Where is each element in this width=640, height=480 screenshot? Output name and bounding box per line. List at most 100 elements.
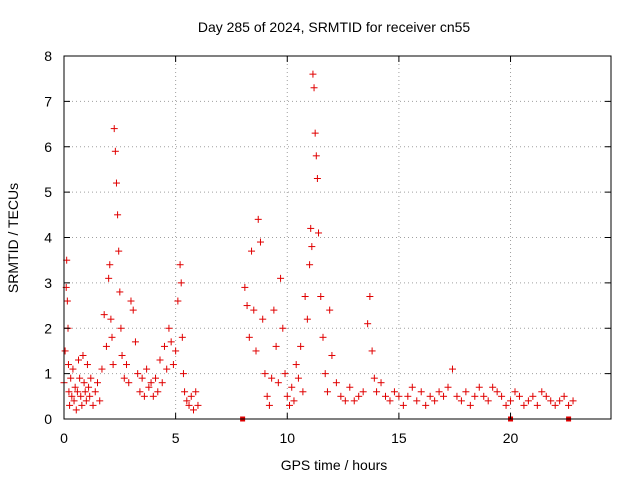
data-point bbox=[149, 392, 157, 400]
data-point bbox=[96, 397, 104, 405]
data-point bbox=[172, 347, 180, 355]
data-point bbox=[292, 361, 300, 369]
data-point bbox=[114, 211, 122, 219]
data-point bbox=[98, 365, 106, 373]
data-point bbox=[72, 406, 80, 414]
data-point bbox=[138, 374, 146, 382]
data-point bbox=[569, 397, 577, 405]
data-point bbox=[328, 351, 336, 359]
data-point bbox=[66, 401, 74, 409]
data-point bbox=[382, 392, 390, 400]
data-point bbox=[319, 333, 327, 341]
y-axis-title: SRMTID / TECUs bbox=[5, 183, 21, 293]
data-point bbox=[89, 401, 97, 409]
data-point bbox=[152, 374, 160, 382]
data-point bbox=[256, 238, 264, 246]
data-point bbox=[75, 356, 83, 364]
data-point bbox=[245, 333, 253, 341]
data-point bbox=[81, 388, 89, 396]
data-point bbox=[337, 392, 345, 400]
data-point bbox=[311, 129, 319, 137]
data-point bbox=[179, 370, 187, 378]
data-point bbox=[82, 397, 90, 405]
data-point bbox=[65, 388, 73, 396]
data-point bbox=[109, 361, 117, 369]
data-point bbox=[279, 324, 287, 332]
data-point bbox=[457, 397, 465, 405]
data-point bbox=[93, 379, 101, 387]
data-point bbox=[63, 297, 71, 305]
y-tick-label: 7 bbox=[44, 93, 52, 109]
data-point bbox=[115, 247, 123, 255]
data-point bbox=[288, 383, 296, 391]
data-point bbox=[80, 379, 88, 387]
x-tick-labels: 0 5 10 15 20 bbox=[60, 430, 518, 446]
data-point bbox=[547, 397, 555, 405]
data-point bbox=[87, 374, 95, 382]
data-point bbox=[321, 370, 329, 378]
chart-title: Day 285 of 2024, SRMTID for receiver cn5… bbox=[198, 19, 471, 35]
data-point bbox=[283, 392, 291, 400]
x-tick-label: 0 bbox=[60, 430, 68, 446]
data-point bbox=[136, 388, 144, 396]
data-point bbox=[79, 351, 87, 359]
data-point bbox=[395, 392, 403, 400]
data-point bbox=[102, 342, 110, 350]
data-point bbox=[67, 374, 75, 382]
data-point bbox=[140, 392, 148, 400]
data-point bbox=[309, 70, 317, 78]
x-tick-label: 15 bbox=[391, 430, 407, 446]
data-point bbox=[538, 388, 546, 396]
data-point bbox=[165, 324, 173, 332]
data-point bbox=[131, 338, 139, 346]
data-point bbox=[177, 279, 185, 287]
data-point bbox=[355, 392, 363, 400]
data-point bbox=[507, 397, 515, 405]
data-point bbox=[107, 315, 115, 323]
data-point bbox=[323, 388, 331, 396]
data-point bbox=[493, 388, 501, 396]
data-point bbox=[370, 374, 378, 382]
data-point bbox=[71, 383, 79, 391]
data-point bbox=[76, 374, 84, 382]
data-point bbox=[533, 401, 541, 409]
data-point bbox=[313, 175, 321, 183]
data-point bbox=[111, 147, 119, 155]
data-point bbox=[317, 292, 325, 300]
data-points bbox=[60, 70, 577, 422]
data-point bbox=[158, 379, 166, 387]
data-point bbox=[435, 388, 443, 396]
data-point bbox=[268, 374, 276, 382]
data-point bbox=[315, 229, 323, 237]
data-point bbox=[120, 374, 128, 382]
data-point bbox=[125, 379, 133, 387]
data-point bbox=[448, 365, 456, 373]
data-point bbox=[187, 392, 195, 400]
data-point bbox=[108, 333, 116, 341]
data-point bbox=[117, 324, 125, 332]
data-point bbox=[123, 361, 131, 369]
data-point bbox=[176, 261, 184, 269]
data-point bbox=[178, 333, 186, 341]
data-point bbox=[462, 388, 470, 396]
x-axis-title: GPS time / hours bbox=[281, 457, 388, 473]
data-point bbox=[77, 392, 85, 400]
data-point bbox=[68, 392, 76, 400]
y-tick-label: 8 bbox=[44, 48, 52, 64]
data-point bbox=[422, 401, 430, 409]
data-point bbox=[453, 392, 461, 400]
data-point bbox=[254, 215, 262, 223]
data-point bbox=[250, 306, 258, 314]
data-point bbox=[556, 397, 564, 405]
data-point bbox=[471, 392, 479, 400]
data-point bbox=[312, 152, 320, 160]
data-point bbox=[241, 283, 249, 291]
grid bbox=[64, 56, 611, 419]
data-point bbox=[78, 401, 86, 409]
data-point bbox=[183, 397, 191, 405]
data-point bbox=[61, 347, 69, 355]
data-point bbox=[194, 401, 202, 409]
axis-ticks bbox=[63, 55, 611, 420]
data-point bbox=[272, 342, 280, 350]
data-point bbox=[377, 379, 385, 387]
